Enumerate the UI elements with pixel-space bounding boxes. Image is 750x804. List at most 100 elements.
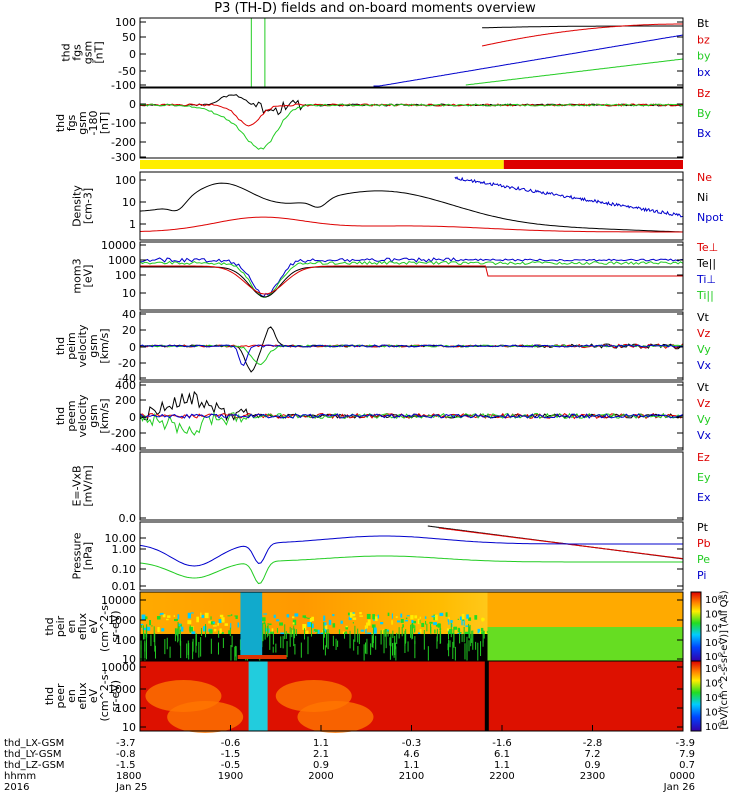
legend-entry: Vx <box>697 359 712 372</box>
ion-spectrogram-cell <box>210 621 215 625</box>
ion-spectrogram-cell <box>305 630 309 636</box>
ion-spectrogram-cell <box>235 615 238 619</box>
electron-spectrogram-hot <box>167 701 244 733</box>
y-axis-label: gsm <box>87 404 100 427</box>
ion-spectrogram-cell <box>294 613 299 617</box>
y-axis-label: E=-VxB <box>71 465 84 506</box>
ion-spectrogram-cell <box>317 629 320 635</box>
y-axis-label: thd <box>54 114 67 132</box>
ion-spectrogram-cell <box>340 620 343 624</box>
y-tick-label: 100 <box>115 702 136 715</box>
ion-spectrogram-streak <box>414 636 416 645</box>
bt-curve <box>482 25 683 29</box>
legend-entry: Bx <box>697 127 712 140</box>
ion-spectrogram-cell <box>446 628 450 631</box>
legend-entry: Bt <box>697 17 710 30</box>
y-axis-label: velocity <box>76 394 89 437</box>
ion-spectrogram-cell <box>367 619 371 626</box>
y-axis-label: Density <box>71 185 84 227</box>
y-tick-label: -200 <box>111 136 136 149</box>
ion-spectrogram-cell <box>187 612 192 619</box>
ne-curve <box>139 216 683 233</box>
x-row-value: 1900 <box>218 771 243 782</box>
legend-entry: Vz <box>697 327 711 340</box>
legend-entry: Pi <box>697 569 706 582</box>
y-axis-label: thd <box>43 687 56 705</box>
x-row-label: thd_LY-GSM <box>4 749 61 760</box>
ion-spectrogram-cell <box>324 622 327 626</box>
ion-spectrogram-cell <box>332 623 336 628</box>
text-layer: 100500-50-100thdfgsgsm[nT]Btbzbybx0-100-… <box>4 16 730 793</box>
ion-spectrogram-cell <box>366 622 368 629</box>
ion-spectrogram-streak <box>282 636 284 649</box>
y-tick-label: -50 <box>118 65 136 78</box>
ion-spectrogram-streak <box>180 640 182 659</box>
ion-spectrogram-streak <box>393 642 395 658</box>
y-axis-label: eV <box>87 688 100 703</box>
ion-spectrogram-streak <box>307 636 309 655</box>
y-tick-label: 0 <box>129 48 136 61</box>
ion-spectrogram-cell <box>292 629 294 635</box>
legend-entry: Ey <box>697 471 711 484</box>
ion-spectrogram-cell <box>332 614 335 617</box>
y-axis-label: velocity <box>76 324 89 367</box>
ion-spectrogram-cell <box>200 612 202 618</box>
y-axis-label: (cm^2-s- <box>98 601 111 652</box>
x-row-value: 2200 <box>489 771 514 782</box>
ion-spectrogram-cell <box>292 622 295 625</box>
ion-spectrogram-cell <box>366 613 371 619</box>
x-row-value: 2.1 <box>313 749 329 760</box>
ion-spectrogram-streak <box>267 623 269 636</box>
ion-spectrogram-streak <box>289 626 291 647</box>
ion-spectrogram-streak <box>468 626 470 638</box>
ion-spectrogram-streak <box>234 645 236 657</box>
ion-spectrogram-streak <box>143 625 145 640</box>
ion-spectrogram-cell <box>311 623 314 629</box>
ion-spectrogram-streak <box>372 624 374 644</box>
ion-spectrogram-streak <box>436 628 438 642</box>
legend-entry: Vx <box>697 429 712 442</box>
legend-entry: Npot <box>697 211 724 224</box>
ion-spectrogram-cell <box>360 629 364 632</box>
ion-spectrogram-cell <box>466 614 469 619</box>
ion-spectrogram-streak <box>353 639 355 651</box>
ion-spectrogram-streak <box>477 642 479 663</box>
ion-spectrogram-cell <box>433 622 437 626</box>
ion-spectrogram-streak <box>365 642 367 654</box>
ion-spectrogram-cell <box>161 628 165 632</box>
x-row-value: -0.8 <box>116 749 136 760</box>
ion-spectrogram-streak <box>454 646 456 665</box>
y-axis-label: thd <box>60 43 73 61</box>
y-axis-label: Pressure <box>71 532 84 579</box>
y-tick-label: 40 <box>122 308 136 321</box>
ion-spectrogram-cell <box>373 616 378 621</box>
ion-spectrogram-streak <box>354 625 356 642</box>
ion-spectrogram-cell <box>424 616 427 619</box>
x-row-label: 2016 <box>4 782 29 793</box>
bx-curve <box>373 34 684 87</box>
ion-spectrogram-streak <box>447 643 449 651</box>
ion-spectrogram-streak <box>390 633 392 647</box>
colorbar-tick-label: 10⁴ <box>705 693 722 704</box>
y-axis-label: peer <box>54 683 67 709</box>
ion-spectrogram-cell <box>405 617 408 620</box>
y-tick-label: 10 <box>122 196 136 209</box>
ion-spectrogram-streak <box>210 638 212 654</box>
ion-spectrogram-cell <box>190 612 194 614</box>
ion-spectrogram-cell <box>221 617 224 622</box>
ion-spectrogram-cell <box>218 618 222 623</box>
panel-frame <box>139 241 684 311</box>
legend-entry: Vz <box>697 397 711 410</box>
ion-spectrogram-streak <box>295 629 297 636</box>
ion-spectrogram-cell <box>304 617 308 619</box>
ion-spectrogram-streak <box>294 643 296 655</box>
ion-spectrogram-cell <box>377 614 380 619</box>
y-axis-label: eflux <box>76 612 89 640</box>
x-row-value: 0.9 <box>313 760 329 771</box>
ion-spectrogram-streak <box>426 623 428 632</box>
x-row-value: -0.3 <box>402 738 422 749</box>
ion-spectrogram-streak <box>439 623 441 634</box>
ion-spectrogram-streak <box>323 636 325 650</box>
legend-entry: Ez <box>697 451 710 464</box>
